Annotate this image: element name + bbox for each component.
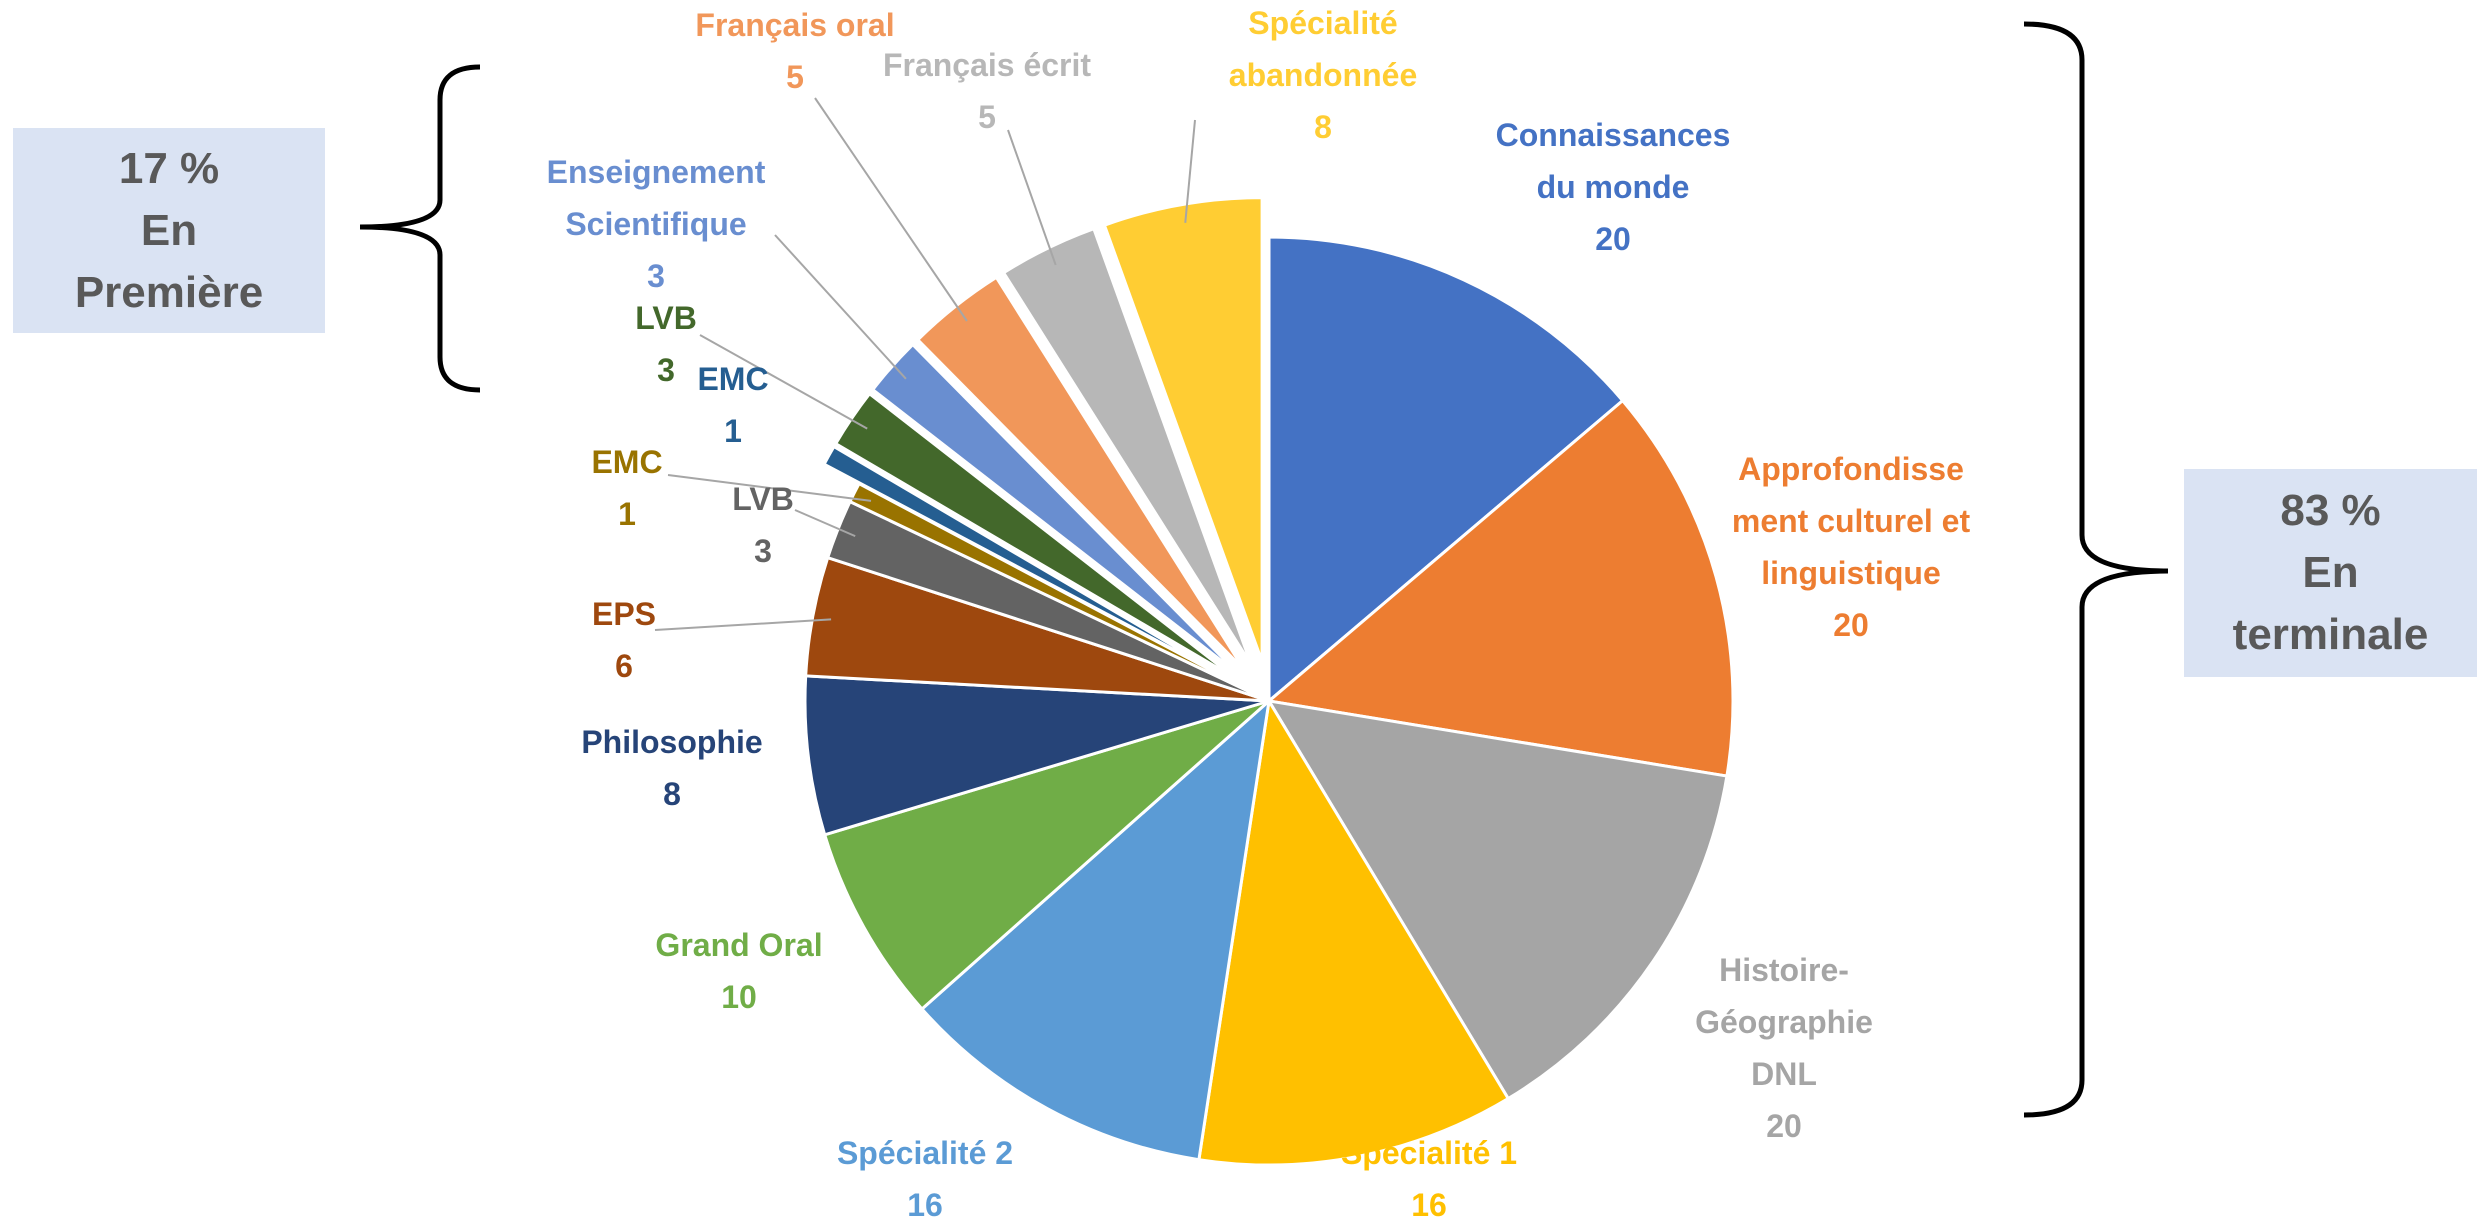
pie-slice	[919, 697, 1272, 1162]
category-label: Connaissances du monde	[1495, 117, 1731, 205]
value-label: 6	[615, 648, 633, 684]
leader-line	[667, 474, 872, 502]
leader-line	[1007, 129, 1057, 266]
pie-slice	[1001, 226, 1253, 666]
annotation-line: Première	[74, 267, 264, 317]
slice-label: Spécialité abandonnée 8	[1203, 0, 1443, 153]
value-label: 20	[1833, 607, 1869, 643]
pie-slice	[1197, 696, 1511, 1167]
annotation-box: 17 % En Première	[13, 128, 325, 333]
slice-label: Histoire-Géographie DNL 20	[1677, 944, 1892, 1152]
slice-label: Français écrit 5	[837, 39, 1137, 143]
slice-label: EMC 1	[567, 436, 687, 540]
slice-label: Français oral 5	[645, 0, 945, 103]
pie-slice	[1265, 398, 1735, 778]
pie-slice	[822, 444, 1235, 683]
slice-label: Spécialité 1 16	[1299, 1127, 1559, 1231]
value-label: 20	[1766, 1108, 1802, 1144]
annotation-line: 17 %	[118, 143, 220, 193]
slice-label: LVB 3	[703, 473, 823, 577]
category-label: EMC	[697, 361, 769, 397]
value-label: 20	[1595, 221, 1631, 257]
right-brace	[2023, 21, 2169, 1118]
category-label: Français oral	[695, 7, 895, 43]
category-label: EPS	[591, 596, 657, 632]
slice-label: EMC 1	[673, 353, 793, 457]
leader-line	[654, 618, 832, 631]
annotation-box: 83 % En terminale	[2184, 469, 2477, 677]
value-label: 8	[663, 776, 681, 812]
annotation-line: terminale	[2232, 610, 2429, 659]
slice-label: Approfondissement culturel et linguistiq…	[1726, 443, 1976, 651]
value-label: 1	[618, 496, 636, 532]
category-label: Philosophie	[581, 724, 763, 760]
value-label: 5	[786, 59, 804, 95]
slice-label: Philosophie 8	[542, 716, 802, 820]
category-label: Français écrit	[882, 47, 1092, 83]
pie-slice	[833, 391, 1237, 680]
slice-label: Spécialité 2 16	[795, 1127, 1055, 1231]
leader-line	[774, 234, 907, 380]
pie-slice	[915, 275, 1246, 671]
value-label: 5	[978, 99, 996, 135]
category-label: LVB	[635, 300, 697, 336]
category-label: Histoire-Géographie DNL	[1695, 952, 1873, 1092]
category-label: Spécialité 2	[836, 1135, 1014, 1171]
pie-slice	[1102, 196, 1264, 663]
category-label: Grand Oral	[655, 927, 823, 963]
category-label: EMC	[591, 444, 663, 480]
value-label: 16	[907, 1187, 943, 1223]
value-label: 10	[721, 979, 757, 1015]
slice-label: EPS 6	[564, 588, 684, 692]
left-brace	[359, 64, 481, 393]
annotation-line: 83 %	[2280, 486, 2381, 535]
pie-slice	[1267, 235, 1625, 705]
pie-slice	[1266, 698, 1729, 1101]
annotation-line: En	[140, 205, 198, 255]
value-label: 16	[1411, 1187, 1447, 1223]
leader-line	[1184, 119, 1196, 223]
value-label: 3	[657, 352, 675, 388]
category-label: Approfondissement culturel et linguistiq…	[1731, 451, 1971, 591]
value-label: 8	[1314, 109, 1332, 145]
annotation-line: En	[2302, 548, 2359, 597]
leader-line	[794, 509, 856, 538]
leader-line	[699, 334, 868, 430]
category-label: LVB	[732, 481, 794, 517]
value-label: 1	[724, 413, 742, 449]
category-label: Enseignement Scientifique	[546, 154, 766, 242]
value-label: 3	[754, 533, 772, 569]
category-label: Spécialité abandonnée	[1228, 5, 1418, 93]
pie-slice	[870, 342, 1241, 676]
pie-slice	[803, 674, 1270, 837]
category-label: Spécialité 1	[1340, 1135, 1518, 1171]
pie-slice	[822, 699, 1270, 1012]
slice-label: Connaissances du monde 20	[1473, 109, 1753, 265]
leader-line	[814, 97, 968, 322]
slice-label: Enseignement Scientifique 3	[516, 146, 796, 302]
slice-label: Grand Oral 10	[609, 919, 869, 1023]
value-label: 3	[647, 258, 665, 294]
slice-label: LVB 3	[611, 292, 721, 396]
